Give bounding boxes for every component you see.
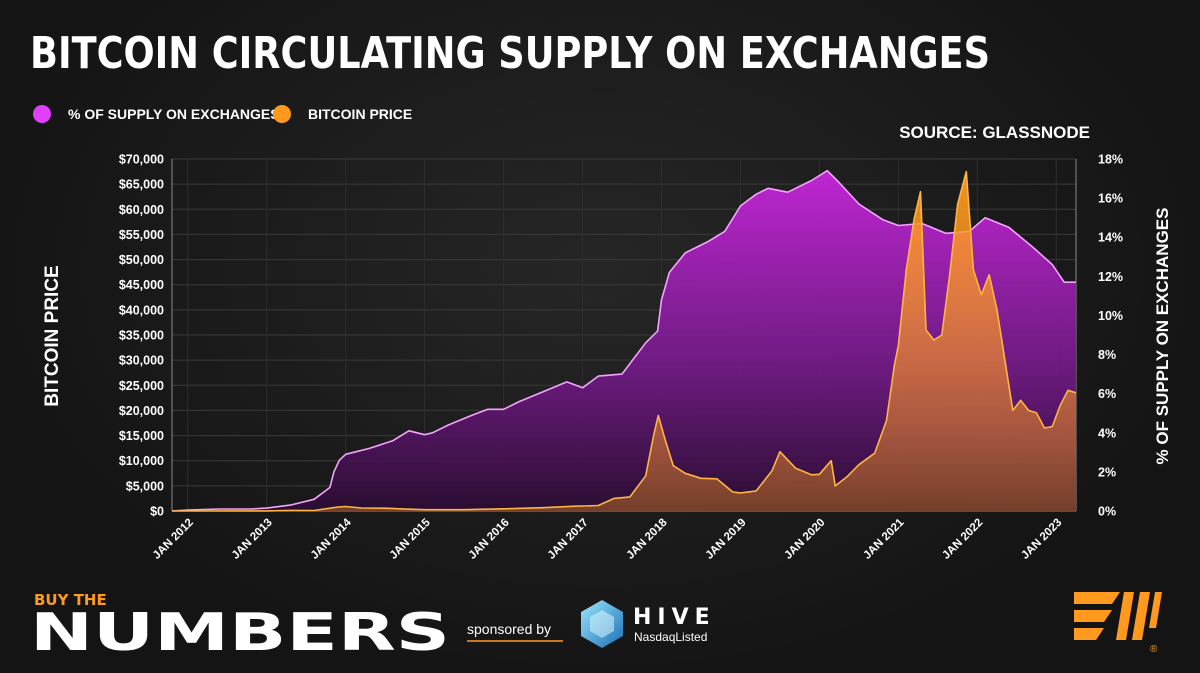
- y-tick-right: 10%: [1098, 309, 1123, 323]
- legend-item-supply: % OF SUPPLY ON EXCHANGES: [33, 105, 280, 123]
- series-price: [172, 170, 1077, 512]
- legend: % OF SUPPLY ON EXCHANGES BITCOIN PRICE: [33, 105, 412, 123]
- price-area: [172, 171, 1076, 511]
- sponsor-name: HIVE: [633, 605, 716, 630]
- y-tick-left: $50,000: [119, 253, 164, 267]
- y-tick-right: 8%: [1098, 348, 1116, 362]
- y-tick-right: 14%: [1098, 231, 1123, 245]
- legend-price-label: BITCOIN PRICE: [308, 106, 412, 122]
- sponsored-by-text: sponsored by: [467, 621, 551, 637]
- legend-supply-dot-icon: [33, 105, 51, 123]
- bitcoin-magazine-logo-icon: [1074, 592, 1162, 640]
- y-tick-left: $25,000: [119, 379, 164, 393]
- sponsor-sub: NasdaqListed: [634, 630, 707, 644]
- y-tick-right: 18%: [1098, 153, 1123, 167]
- y-tick-left: $55,000: [119, 228, 164, 242]
- supply-area: [172, 170, 1076, 511]
- y-tick-left: $45,000: [119, 278, 164, 292]
- brand-bottom-text: NUMBERS: [30, 603, 450, 663]
- x-tick-label: JAN 2016: [467, 517, 512, 562]
- x-tick-label: JAN 2023: [1019, 517, 1064, 562]
- registered-mark: ®: [1150, 644, 1158, 655]
- y-tick-left: $5,000: [126, 479, 164, 493]
- x-tick-label: JAN 2014: [309, 516, 355, 562]
- y-axis-right-title: % OF SUPPLY ON EXCHANGES: [1153, 208, 1172, 465]
- y-tick-left: $30,000: [119, 354, 164, 368]
- x-tick-label: JAN 2018: [625, 516, 671, 562]
- y-tick-left: $60,000: [119, 203, 164, 217]
- y-tick-right: 12%: [1098, 270, 1123, 284]
- x-tick-label: JAN 2017: [546, 517, 591, 562]
- series-supply: [171, 169, 1076, 512]
- y-tick-left: $0: [150, 505, 164, 519]
- y-tick-left: $10,000: [119, 454, 164, 468]
- hive-logo-icon: [581, 600, 623, 648]
- x-tick-label: JAN 2012: [151, 517, 196, 562]
- y-tick-right: 2%: [1098, 465, 1116, 479]
- x-tick-label: JAN 2019: [704, 517, 749, 562]
- y-tick-left: $20,000: [119, 404, 164, 418]
- y-tick-left: $35,000: [119, 329, 164, 343]
- y-tick-left: $65,000: [119, 178, 164, 192]
- x-tick-label: JAN 2021: [861, 516, 907, 562]
- y-tick-right: 0%: [1098, 505, 1116, 519]
- brand-logo: BUY THE NUMBERS: [30, 591, 450, 663]
- y-axis-left-title: BITCOIN PRICE: [42, 265, 63, 406]
- y-tick-left: $70,000: [119, 153, 164, 167]
- y-tick-right: 16%: [1098, 192, 1123, 206]
- y-tick-left: $40,000: [119, 303, 164, 317]
- price-line: [172, 170, 1077, 512]
- legend-supply-label: % OF SUPPLY ON EXCHANGES: [68, 106, 280, 122]
- x-axis-ticks: JAN 2012 JAN 2013 JAN 2014 JAN 2015 JAN 2016…: [151, 516, 1065, 562]
- legend-item-price: BITCOIN PRICE: [273, 105, 412, 123]
- y-axis-right-ticks: 0% 2% 4% 6% 8% 10% 12% 14% 16% 18%: [1098, 153, 1123, 519]
- x-tick-label: JAN 2020: [782, 517, 827, 562]
- y-axis-left-ticks: $0 $5,000 $10,000 $15,000 $20,000 $25,000 $30,…: [119, 153, 164, 519]
- supply-line: [171, 169, 1076, 512]
- chart-title: BITCOIN CIRCULATING SUPPLY ON EXCHANGES: [30, 28, 990, 79]
- source-label: SOURCE: GLASSNODE: [899, 123, 1090, 142]
- y-tick-right: 4%: [1098, 426, 1116, 440]
- x-tick-label: JAN 2015: [388, 516, 434, 562]
- legend-price-dot-icon: [273, 105, 291, 123]
- brand-top-text: BUY THE: [34, 591, 107, 609]
- x-tick-label: JAN 2022: [940, 517, 985, 562]
- y-tick-left: $15,000: [119, 429, 164, 443]
- x-tick-label: JAN 2013: [230, 517, 275, 562]
- y-tick-right: 6%: [1098, 387, 1116, 401]
